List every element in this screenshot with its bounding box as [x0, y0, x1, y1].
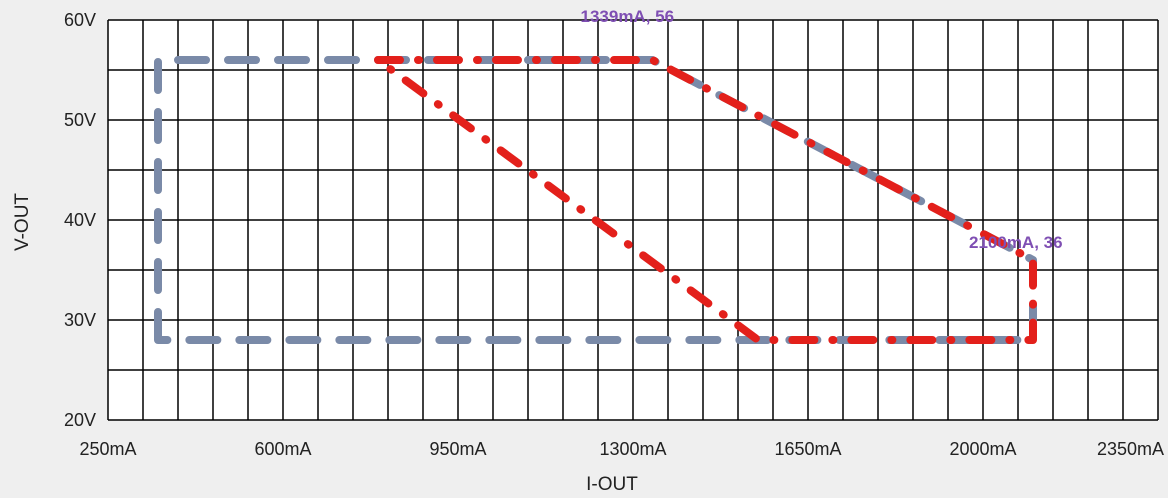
grid — [107, 19, 1159, 421]
x-tick-label: 2000mA — [949, 439, 1016, 459]
y-tick-label: 50V — [64, 110, 96, 130]
x-axis-title: I-OUT — [586, 474, 638, 495]
y-tick-label: 30V — [64, 310, 96, 330]
y-tick-label: 40V — [64, 210, 96, 230]
y-tick-label: 20V — [64, 410, 96, 430]
series-1-line — [154, 56, 1037, 344]
x-tick-label: 600mA — [254, 439, 311, 459]
annotation-label: 2100mA, 36 — [969, 233, 1063, 252]
x-tick-label: 1650mA — [774, 439, 841, 459]
y-axis-title: V-OUT — [12, 193, 33, 251]
series-2-line — [374, 56, 1037, 344]
x-tick-label: 2350mA — [1097, 439, 1164, 459]
x-tick-label: 950mA — [429, 439, 486, 459]
annotations: 1339mA, 56 2100mA, 36 — [581, 7, 1063, 252]
x-tick-label: 1300mA — [599, 439, 666, 459]
y-axis-ticks: 20V 30V 40V 50V 60V — [64, 10, 96, 430]
y-tick-label: 60V — [64, 10, 96, 30]
annotation-label: 1339mA, 56 — [581, 7, 675, 26]
x-tick-label: 250mA — [79, 439, 136, 459]
x-axis-ticks: 250mA 600mA 950mA 1300mA 1650mA 2000mA 2350mA — [79, 439, 1164, 459]
series-layer — [154, 56, 1037, 344]
